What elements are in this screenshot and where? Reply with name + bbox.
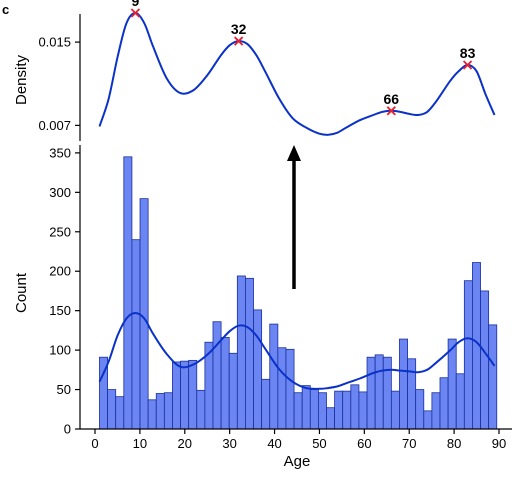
histogram-bar [439,377,449,430]
histogram-bar [123,156,133,430]
histogram-bar [423,410,433,430]
histogram-y-tick-label: 0 [64,422,71,437]
histogram-bar [155,393,165,430]
histogram-bar [455,373,465,430]
histogram-bar [390,390,400,430]
peak-marker [130,8,141,18]
histogram-y-tick-label: 250 [49,224,71,239]
density-curve [98,11,496,136]
histogram-x-tick-label: 90 [492,436,506,451]
histogram-bar [431,392,441,430]
histogram-y-tick-label: 350 [49,145,71,160]
histogram-bar [163,392,173,430]
histogram-bar [309,389,319,430]
histogram-bar [342,390,352,430]
histogram-kde-curve [98,311,496,390]
histogram-bar [261,378,271,430]
histogram-bar [358,391,368,430]
peak-marker [234,36,244,46]
peak-marker [386,106,396,116]
histogram-bar [326,407,336,430]
arrow-head [287,145,301,161]
histogram-bar [180,360,190,430]
histogram-bar [447,338,457,430]
peak-label: 83 [460,45,476,61]
histogram-bar [139,198,149,430]
histogram-bar [366,356,376,430]
histogram-bar [285,348,295,430]
histogram-bar [374,354,384,430]
up-arrow-icon [287,145,301,289]
histogram-bar [480,290,490,430]
histogram-bar [488,324,498,430]
histogram-y-tick-label: 150 [49,303,71,318]
histogram-y-axis-label: Count [13,272,30,313]
histogram-bar [196,389,206,430]
histogram-bar [245,277,254,430]
histogram-bar [228,352,238,430]
histogram-bar [269,323,279,430]
histogram-bar [172,361,181,430]
peak-marker [462,60,473,70]
histogram-bar [253,309,263,430]
histogram-x-tick-label: 40 [267,436,281,451]
histogram-x-ticks: 0 10 20 30 40 50 60 70 80 90 [91,429,506,451]
density-y-tick-label: 0.007 [38,118,71,133]
histogram-x-tick-label: 0 [91,436,98,451]
histogram-bar [236,275,246,430]
histogram-y-tick-label: 100 [49,343,71,358]
density-y-axis-label: Density [13,54,30,105]
density-ticks: 0.007 0.015 [38,35,80,133]
peak-label: 9 [132,0,140,9]
histogram-bar [317,392,327,430]
histogram-panel: Count Age 0 50 100 150 200 250 300 350 0 10 20 30 4… [13,145,512,470]
histogram-x-tick-label: 80 [447,436,461,451]
histogram-x-tick-label: 10 [133,436,147,451]
histogram-y-tick-label: 200 [49,264,71,279]
histogram-bar [147,399,157,430]
peak-label: 66 [383,91,399,107]
histogram-bar [463,280,473,430]
histogram-x-tick-label: 50 [312,436,326,451]
histogram-bars [99,156,498,430]
histogram-x-tick-label: 20 [178,436,192,451]
panel-label: c [2,2,9,17]
histogram-x-axis-label: Age [284,453,311,470]
histogram-x-tick-label: 30 [222,436,236,451]
histogram-bar [212,321,222,430]
histogram-bar [415,389,425,430]
histogram-bar [334,390,344,430]
histogram-bar [301,385,311,430]
histogram-bar [115,396,125,430]
density-y-tick-label: 0.015 [38,35,71,50]
peak-label: 32 [231,21,247,37]
histogram-bar [293,392,303,430]
histogram-bar [107,389,117,430]
histogram-x-tick-label: 70 [402,436,416,451]
histogram-bar [350,384,360,430]
density-peaks: 9 32 66 83 [130,0,476,116]
histogram-y-ticks: 0 50 100 150 200 250 300 350 [49,145,80,437]
histogram-bar [188,359,198,430]
histogram-bar [407,358,417,430]
histogram-x-tick-label: 60 [357,436,371,451]
histogram-bar [277,347,287,430]
histogram-bar [220,337,230,430]
histogram-bar [382,356,392,430]
histogram-y-tick-label: 300 [49,185,71,200]
histogram-bar [399,338,408,430]
histogram-y-tick-label: 50 [57,382,71,397]
histogram-bar [131,239,141,430]
density-panel: Density 0.007 0.015 9 32 66 83 [13,0,496,141]
